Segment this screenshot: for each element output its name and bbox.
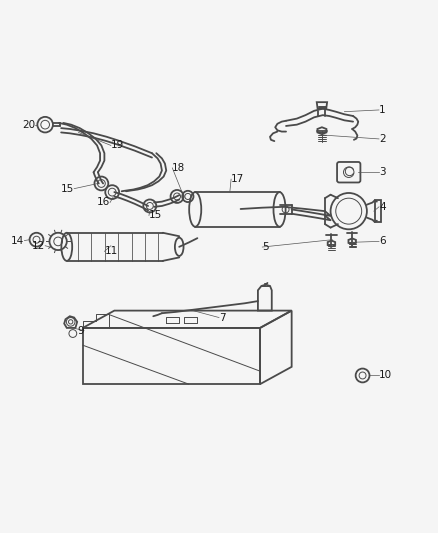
Text: 10: 10 <box>379 370 392 381</box>
Text: 15: 15 <box>149 211 162 221</box>
Text: 16: 16 <box>97 198 110 207</box>
Text: 4: 4 <box>379 202 385 212</box>
Text: 15: 15 <box>61 184 74 193</box>
Text: 9: 9 <box>78 326 84 335</box>
Text: 1: 1 <box>379 105 385 115</box>
Text: 5: 5 <box>262 242 269 252</box>
Text: 2: 2 <box>379 134 385 144</box>
Text: 3: 3 <box>379 167 385 177</box>
Text: 12: 12 <box>32 241 45 251</box>
Text: 19: 19 <box>111 140 124 150</box>
Text: 11: 11 <box>104 246 118 256</box>
Text: 17: 17 <box>231 174 244 184</box>
Text: 7: 7 <box>219 312 226 322</box>
Text: 6: 6 <box>379 237 385 246</box>
Text: 14: 14 <box>11 236 25 246</box>
Text: 18: 18 <box>172 163 186 173</box>
Text: 20: 20 <box>22 119 35 130</box>
